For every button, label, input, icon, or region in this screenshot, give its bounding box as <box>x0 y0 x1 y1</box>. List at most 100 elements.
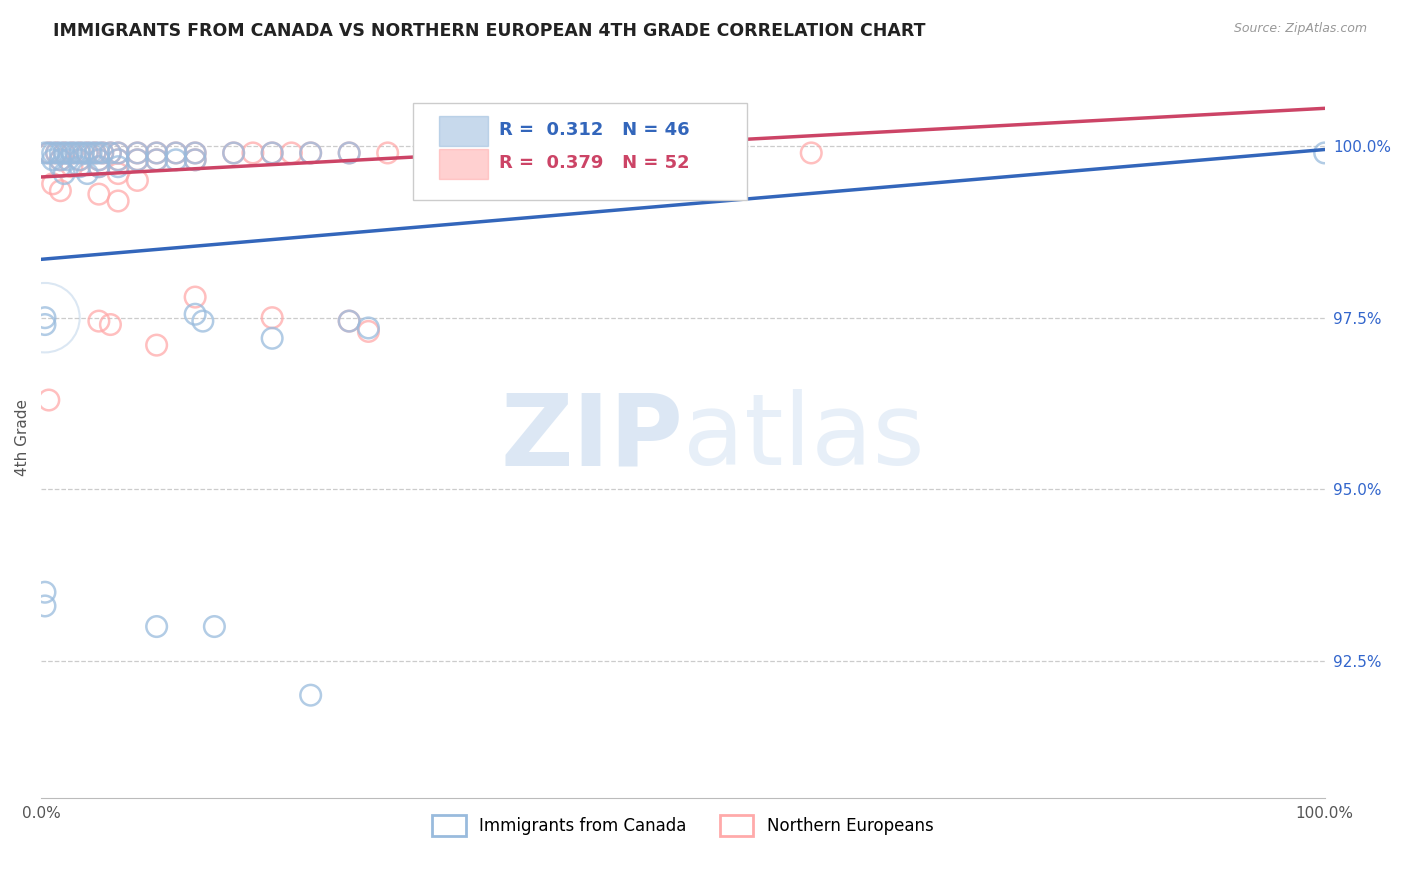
Point <box>202 619 225 633</box>
Point <box>800 145 823 160</box>
Point <box>60 145 83 160</box>
Point <box>357 321 380 335</box>
Point <box>280 145 302 160</box>
Point <box>49 160 72 174</box>
Point <box>127 153 149 167</box>
Point <box>492 145 515 160</box>
Point <box>91 145 114 160</box>
Point <box>34 599 56 613</box>
Point <box>41 153 63 167</box>
Point <box>34 318 56 332</box>
FancyBboxPatch shape <box>439 149 488 179</box>
Point <box>262 145 284 160</box>
Point <box>337 314 360 328</box>
Point <box>107 145 129 160</box>
Point <box>38 145 60 160</box>
Point <box>49 153 72 167</box>
Point <box>87 187 110 202</box>
Point <box>145 153 167 167</box>
Text: Source: ZipAtlas.com: Source: ZipAtlas.com <box>1233 22 1367 36</box>
Point <box>45 145 67 160</box>
Point <box>127 173 149 187</box>
Legend: Immigrants from Canada, Northern Europeans: Immigrants from Canada, Northern Europea… <box>425 807 942 844</box>
Point <box>87 153 110 167</box>
Point <box>127 145 149 160</box>
Point <box>222 145 245 160</box>
Point <box>34 310 56 325</box>
Point <box>222 145 245 160</box>
Point <box>45 145 67 160</box>
Point <box>87 145 110 160</box>
Point <box>87 160 110 174</box>
Point <box>1313 145 1336 160</box>
Point <box>454 145 477 160</box>
FancyBboxPatch shape <box>439 116 488 146</box>
Point <box>107 153 129 167</box>
Point <box>107 145 129 160</box>
Point <box>69 153 91 167</box>
Point <box>100 318 122 332</box>
Point <box>145 145 167 160</box>
Point <box>145 338 167 352</box>
Point <box>60 160 83 174</box>
Point <box>53 145 76 160</box>
Point <box>145 619 167 633</box>
Point <box>91 145 114 160</box>
Point <box>145 153 167 167</box>
Point <box>299 145 322 160</box>
Point <box>191 314 214 328</box>
Point <box>34 585 56 599</box>
Text: IMMIGRANTS FROM CANADA VS NORTHERN EUROPEAN 4TH GRADE CORRELATION CHART: IMMIGRANTS FROM CANADA VS NORTHERN EUROP… <box>53 22 927 40</box>
Point <box>184 145 207 160</box>
Point <box>415 153 437 167</box>
Point <box>69 145 91 160</box>
Point <box>69 160 91 174</box>
Point <box>107 167 129 181</box>
Point <box>84 145 107 160</box>
Point <box>107 194 129 208</box>
Point <box>34 310 56 325</box>
Point <box>76 167 98 181</box>
Point <box>38 392 60 407</box>
Text: R =  0.379   N = 52: R = 0.379 N = 52 <box>499 154 690 172</box>
Point <box>299 688 322 702</box>
Point <box>165 145 187 160</box>
Point <box>76 145 98 160</box>
Point <box>41 177 63 191</box>
Point <box>69 153 91 167</box>
Point <box>53 145 76 160</box>
Point <box>34 145 56 160</box>
Point <box>56 145 79 160</box>
Point <box>262 331 284 345</box>
Text: R =  0.312   N = 46: R = 0.312 N = 46 <box>499 121 690 139</box>
Point <box>84 145 107 160</box>
Point <box>87 153 110 167</box>
Point <box>107 153 129 167</box>
Point <box>645 156 668 170</box>
Point <box>377 145 399 160</box>
Point <box>41 145 63 160</box>
Point <box>184 307 207 321</box>
Point <box>184 145 207 160</box>
Point <box>87 314 110 328</box>
Point <box>60 145 83 160</box>
FancyBboxPatch shape <box>413 103 747 200</box>
Point <box>242 145 264 160</box>
Point <box>337 145 360 160</box>
Point <box>357 325 380 339</box>
Point <box>127 145 149 160</box>
Point <box>184 153 207 167</box>
Point <box>262 310 284 325</box>
Point <box>49 153 72 167</box>
Point <box>80 145 103 160</box>
Point <box>38 145 60 160</box>
Text: ZIP: ZIP <box>501 389 683 486</box>
Point <box>72 145 94 160</box>
Point <box>53 167 76 181</box>
Point <box>415 145 437 160</box>
Y-axis label: 4th Grade: 4th Grade <box>15 400 30 476</box>
Point <box>76 145 98 160</box>
Point <box>100 145 122 160</box>
Point <box>49 145 72 160</box>
Point <box>65 145 87 160</box>
